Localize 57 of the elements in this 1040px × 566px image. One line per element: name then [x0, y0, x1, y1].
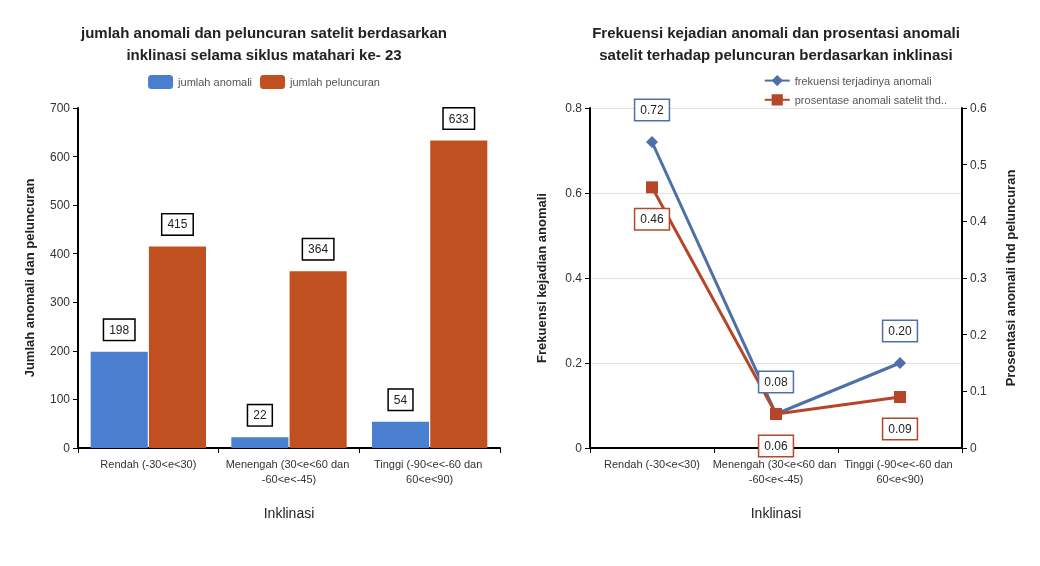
x-axis-title: Inklinasi — [750, 505, 802, 521]
data-label: 0.08 — [764, 375, 788, 389]
y2-tick-label: 0.1 — [970, 384, 988, 399]
data-label: 633 — [448, 111, 470, 126]
data-label: 22 — [253, 408, 267, 423]
y-tick-label: 0.8 — [565, 101, 583, 115]
y-tick-label: 300 — [49, 295, 71, 310]
y-tick-label: 0.2 — [565, 356, 583, 370]
data-label: 0.06 — [764, 439, 788, 453]
y-axis-title: Jumlah anomali dan peluncuran — [22, 178, 37, 378]
y-tick-label: 500 — [49, 198, 71, 213]
y-tick-label: 700 — [49, 101, 71, 115]
bar — [289, 271, 347, 448]
y2-axis-title: Prosentasi anomali thd peluncuran — [1003, 169, 1018, 387]
y-tick-label: 600 — [49, 149, 71, 164]
bar — [231, 437, 289, 448]
bar — [371, 421, 430, 448]
y-tick-label: 200 — [49, 343, 71, 358]
bar — [430, 140, 488, 448]
y-tick-label: 0.6 — [565, 186, 583, 200]
y-tick-label: 400 — [49, 246, 71, 261]
x-tick-label: Tinggi (-90<e<-60 dan 60<e<90) — [844, 457, 956, 485]
y-tick-label: 0 — [63, 441, 71, 455]
y-tick-label: 0.4 — [565, 271, 583, 285]
data-label: 0.20 — [888, 324, 912, 338]
legend-label: jumlah anomali — [177, 76, 253, 88]
point — [646, 181, 658, 194]
data-label: 0.09 — [888, 422, 912, 436]
legend-label: prosentase anomali satelit thd.. — [794, 93, 948, 106]
data-label: 415 — [167, 217, 188, 232]
x-tick-label: Rendah (-30<e<30) — [100, 457, 197, 470]
y2-tick-label: 0.5 — [970, 157, 988, 172]
data-label: 0.72 — [640, 103, 664, 117]
data-label: 198 — [109, 322, 130, 337]
y-tick-label: 0 — [575, 441, 583, 455]
y-tick-label: 100 — [49, 392, 71, 407]
chart-title: Frekuensi kejadian anomali dan prosentasi anomali satelit terhadap peluncuran berdasarkan inklinasi — [592, 23, 960, 63]
y2-tick-label: 0.2 — [970, 327, 988, 342]
x-tick-label: Tinggi (-90<e<-60 dan 60<e<90) — [373, 457, 486, 485]
x-tick-label: Rendah (-30<e<30) — [603, 457, 701, 470]
data-label: 54 — [393, 392, 408, 407]
bar — [90, 351, 148, 448]
x-tick-label: Menengah (30<e<60 dan -60<e<-45) — [712, 457, 840, 485]
data-label: 0.46 — [640, 212, 664, 227]
y2-tick-label: 0 — [970, 441, 977, 455]
y2-tick-label: 0.4 — [970, 214, 988, 229]
y-axis-title: Frekuensi kejadian anomali — [534, 193, 549, 363]
chart-title: jumlah anomali dan peluncuran satelit berdasarkan inklinasi selama siklus matahari ke- 23 — [80, 23, 447, 63]
x-axis-title: Inklinasi — [263, 505, 315, 521]
data-label: 364 — [308, 242, 329, 257]
y2-tick-label: 0.3 — [970, 271, 988, 285]
bar — [148, 246, 207, 448]
legend-label: frekuensi terjadinya anomali — [794, 74, 932, 87]
legend-label: jumlah peluncuran — [289, 76, 380, 88]
point — [894, 391, 906, 403]
x-tick-label: Menengah (30<e<60 dan -60<e<-45) — [225, 457, 353, 485]
y2-tick-label: 0.6 — [970, 101, 988, 115]
